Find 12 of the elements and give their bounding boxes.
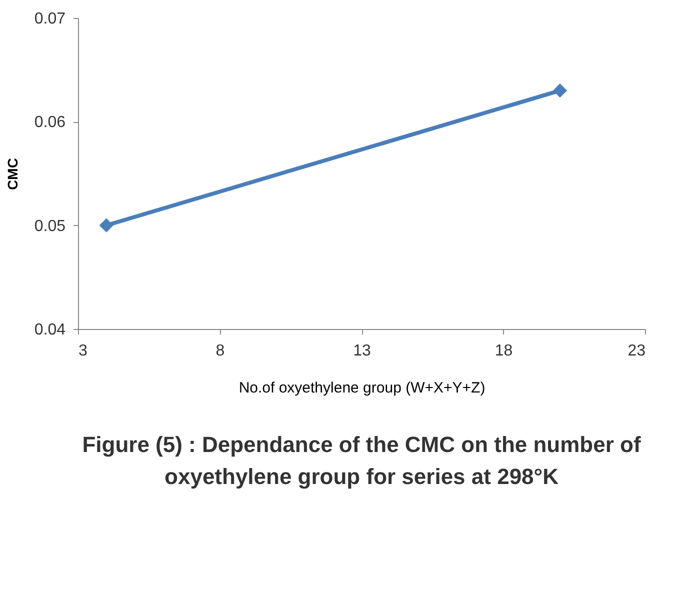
x-tick-label: 18 [494, 342, 513, 360]
y-axis-title: CMC [4, 158, 20, 190]
y-tick-label: 0.06 [34, 114, 66, 132]
y-tick-label: 0.04 [34, 322, 66, 338]
text: Figure (5) : Dependance of the CMC on the number of oxyethylene group for series at 298°K [82, 432, 642, 489]
y-tick-label: 0.07 [34, 10, 66, 28]
x-tick-label: 8 [216, 342, 225, 360]
x-tick-label: 23 [628, 342, 646, 360]
x-tick-label: 13 [353, 342, 371, 360]
y-tick-label: 0.05 [34, 218, 66, 235]
x-tick-label: 3 [78, 342, 88, 360]
x-axis-title: No.of oxyethylene group (W+X+Y+Z) [238, 380, 486, 396]
